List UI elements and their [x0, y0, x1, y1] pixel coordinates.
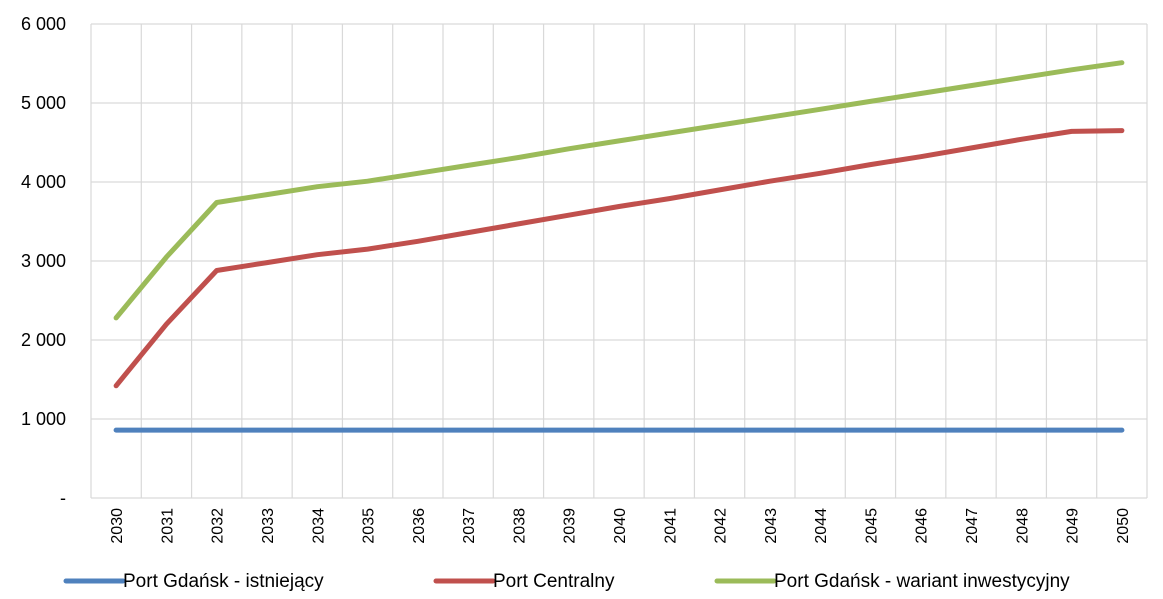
x-tick-label: 2036 — [411, 508, 428, 544]
x-tick-label: 2050 — [1115, 508, 1132, 544]
y-tick-label: 2 000 — [21, 330, 66, 350]
y-tick-label: 5 000 — [21, 93, 66, 113]
y-tick-label: 6 000 — [21, 14, 66, 34]
y-tick-label: 4 000 — [21, 172, 66, 192]
x-tick-label: 2042 — [713, 508, 730, 544]
x-tick-label: 2041 — [662, 508, 679, 544]
x-tick-label: 2031 — [159, 508, 176, 544]
x-tick-label: 2049 — [1065, 508, 1082, 544]
x-tick-label: 2038 — [511, 508, 528, 544]
legend: Port Gdańsk - istniejący Port Centralny Po… — [63, 571, 1070, 592]
x-tick-label: 2043 — [763, 508, 780, 544]
legend-label: Port Gdańsk - istniejący — [123, 571, 324, 592]
x-tick-label: 2030 — [109, 508, 126, 544]
y-tick-label: - — [60, 488, 66, 508]
x-tick-label: 2037 — [461, 508, 478, 544]
grid — [90, 23, 1148, 499]
series-lines — [113, 60, 1125, 433]
x-tick-label: 2039 — [562, 508, 579, 544]
x-tick-label: 2044 — [813, 508, 830, 544]
x-tick-label: 2046 — [914, 508, 931, 544]
x-tick-label: 2040 — [612, 508, 629, 544]
x-tick-label: 2047 — [964, 508, 981, 544]
series-line-2 — [113, 128, 1125, 389]
x-tick-label: 2035 — [361, 508, 378, 544]
x-tick-label: 2032 — [210, 508, 227, 544]
x-tick-label: 2034 — [310, 508, 327, 544]
x-tick-label: 2033 — [260, 508, 277, 544]
x-axis: 2030 2031 2032 2033 2034 2035 2036 2037 2038 2039… — [109, 508, 1132, 544]
series-line-3 — [113, 60, 1125, 321]
x-tick-label: 2045 — [863, 508, 880, 544]
y-axis: - 1 000 2 000 3 000 4 000 5 000 6 000 — [21, 14, 66, 508]
y-tick-label: 1 000 — [21, 409, 66, 429]
x-tick-label: 2048 — [1014, 508, 1031, 544]
legend-label: Port Centralny — [493, 571, 615, 592]
legend-label: Port Gdańsk - wariant inwestycyjny — [774, 571, 1070, 592]
y-tick-label: 3 000 — [21, 251, 66, 271]
